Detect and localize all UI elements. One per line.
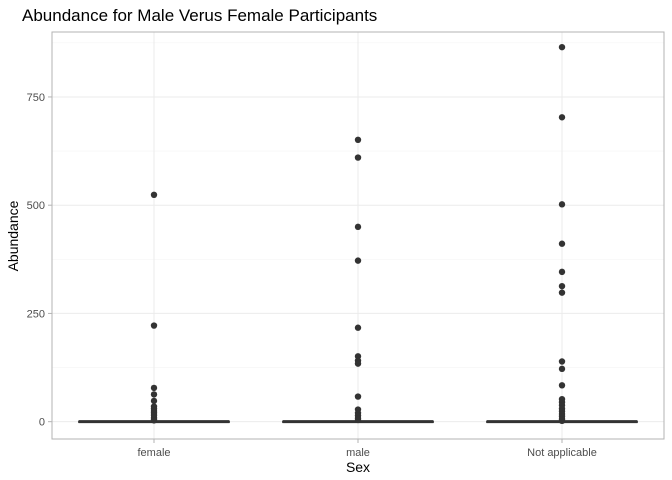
- chart-title: Abundance for Male Verus Female Particip…: [22, 6, 377, 25]
- outlier-point: [150, 391, 158, 398]
- grid: [52, 32, 664, 439]
- outlier-point: [150, 191, 158, 198]
- outlier-point: [558, 114, 566, 121]
- outlier-points: [150, 43, 566, 425]
- outlier-point: [558, 417, 566, 425]
- x-axis: female male Not applicable: [137, 439, 597, 459]
- y-tick-label: 750: [27, 92, 45, 104]
- y-tick-label: 0: [39, 417, 45, 429]
- outlier-point: [558, 268, 566, 276]
- outlier-point: [558, 282, 566, 290]
- outlier-point: [558, 240, 566, 247]
- outlier-point: [354, 393, 362, 400]
- outlier-point: [354, 360, 362, 367]
- outlier-point: [558, 365, 566, 373]
- outlier-point: [558, 382, 566, 389]
- x-tick-label: Not applicable: [527, 447, 597, 459]
- outlier-point: [558, 358, 566, 365]
- x-axis-title: Sex: [346, 459, 370, 475]
- outlier-point: [150, 397, 158, 405]
- outlier-point: [354, 223, 362, 231]
- outlier-point: [558, 289, 566, 296]
- y-axis-title: Abundance: [5, 200, 21, 271]
- outlier-point: [150, 417, 158, 424]
- outlier-point: [354, 416, 362, 424]
- outlier-point: [354, 136, 362, 144]
- y-tick-label: 500: [27, 200, 45, 212]
- outlier-point: [558, 201, 566, 208]
- outlier-point: [354, 154, 362, 161]
- x-tick-label: male: [346, 447, 370, 459]
- x-tick-label: female: [137, 447, 170, 459]
- y-axis: 0 250 500 750: [27, 92, 52, 429]
- outlier-point: [354, 324, 362, 331]
- outlier-point: [150, 322, 158, 329]
- outlier-point: [354, 257, 362, 264]
- outlier-point: [150, 384, 158, 392]
- outlier-point: [558, 43, 566, 51]
- y-tick-label: 250: [27, 308, 45, 320]
